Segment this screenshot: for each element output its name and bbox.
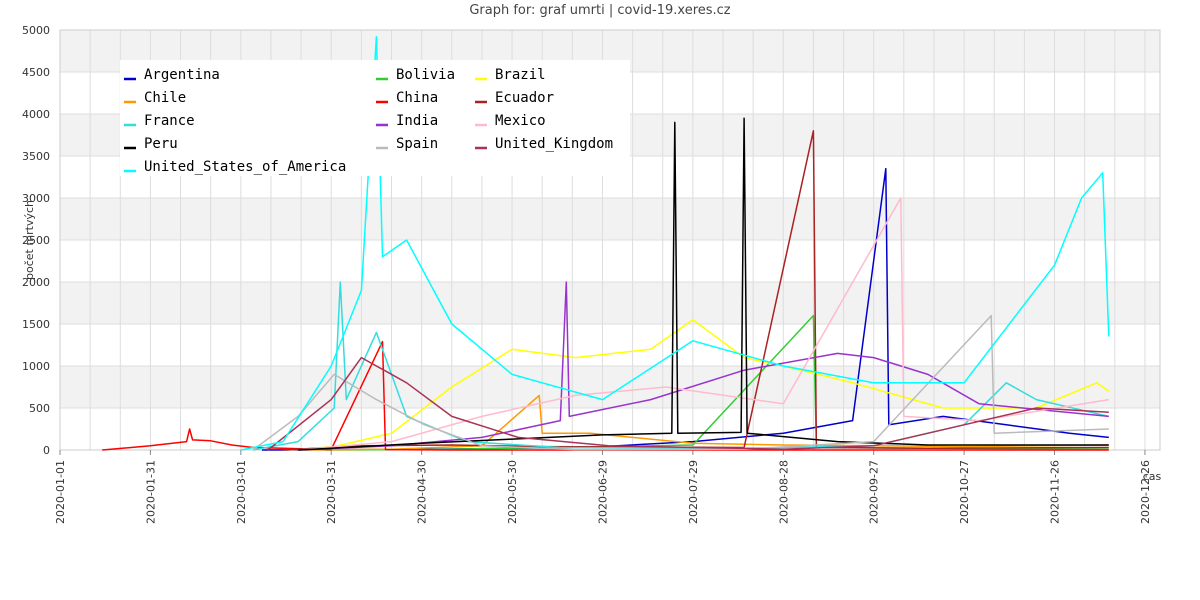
y-tick-label: 0 <box>43 444 50 457</box>
x-axis-label: cas <box>1143 470 1162 483</box>
x-tick-label: 2020-12-26 <box>1139 460 1152 524</box>
y-tick-label: 1500 <box>22 318 50 331</box>
x-tick-label: 2020-01-01 <box>54 460 67 524</box>
y-axis-ticks: 0 500 1000 1500 2000 2500 3000 3500 4000 4500 5000 <box>22 24 50 457</box>
y-tick-label: 5000 <box>22 24 50 37</box>
y-tick-label: 2000 <box>22 276 50 289</box>
series-line-united-kingdom <box>267 356 1109 451</box>
legend-label: France <box>144 113 195 129</box>
y-tick-label: 3000 <box>22 192 50 205</box>
x-tick-label: 2020-07-29 <box>687 460 700 524</box>
series-line-peru <box>298 117 1109 451</box>
x-tick-label: 2020-04-30 <box>416 460 429 524</box>
x-tick-label: 2020-10-27 <box>958 460 971 524</box>
legend-box <box>120 60 630 176</box>
legend-label: Brazil <box>495 67 546 83</box>
x-tick-label: 2020-03-01 <box>235 460 248 524</box>
y-axis-label: počet mrtvých <box>23 200 36 280</box>
x-tick-label: 2020-03-31 <box>325 460 338 524</box>
x-tick-label: 2020-09-27 <box>868 460 881 524</box>
grid-band <box>60 240 1160 282</box>
grid-band <box>60 198 1160 240</box>
grid-band <box>60 366 1160 408</box>
y-tick-label: 4500 <box>22 66 50 79</box>
grid-band <box>60 282 1160 324</box>
legend-label: Ecuador <box>495 90 554 106</box>
legend-label: United_States_of_America <box>144 159 346 175</box>
x-tick-label: 2020-01-31 <box>144 460 157 524</box>
legend-label: Bolivia <box>396 67 455 83</box>
x-tick-label: 2020-08-28 <box>777 460 790 524</box>
series-line-china <box>102 340 1109 451</box>
y-tick-label: 2500 <box>22 234 50 247</box>
series-line-india <box>298 281 1109 451</box>
legend-label: Argentina <box>144 67 220 83</box>
x-tick-label: 2020-05-30 <box>506 460 519 524</box>
legend-label: Chile <box>144 90 186 106</box>
grid-band <box>60 324 1160 366</box>
y-tick-label: 3500 <box>22 150 50 163</box>
series-lines <box>102 35 1110 451</box>
series-line-spain <box>252 314 1109 451</box>
legend-label: China <box>396 90 438 106</box>
y-tick-label: 500 <box>29 402 50 415</box>
y-tick-label: 1000 <box>22 360 50 373</box>
legend-label: India <box>396 113 438 129</box>
legend-label: United_Kingdom <box>495 136 613 152</box>
x-tick-label: 2020-11-26 <box>1049 460 1062 524</box>
chart-title: Graph for: graf umrti | covid-19.xeres.c… <box>469 3 731 18</box>
y-tick-label: 4000 <box>22 108 50 121</box>
legend-label: Spain <box>396 136 438 152</box>
grid-band <box>60 408 1160 450</box>
series-line-chile <box>304 394 1109 451</box>
legend: Argentina Bolivia Brazil Chile China Ecuador F… <box>120 60 630 176</box>
legend-label: Peru <box>144 136 178 152</box>
series-line-united-states-of-america <box>240 35 1110 451</box>
x-axis-ticks: 2020-01-01 2020-01-31 2020-03-01 2020-03-31… <box>54 450 1152 524</box>
legend-label: Mexico <box>495 113 546 129</box>
x-tick-label: 2020-06-29 <box>596 460 609 524</box>
